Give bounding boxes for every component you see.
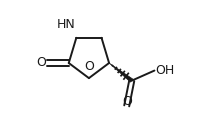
Text: O: O bbox=[122, 95, 132, 108]
Polygon shape bbox=[109, 63, 133, 82]
Text: O: O bbox=[36, 56, 46, 70]
Text: O: O bbox=[84, 60, 94, 73]
Text: HN: HN bbox=[56, 19, 75, 32]
Text: OH: OH bbox=[156, 64, 175, 77]
